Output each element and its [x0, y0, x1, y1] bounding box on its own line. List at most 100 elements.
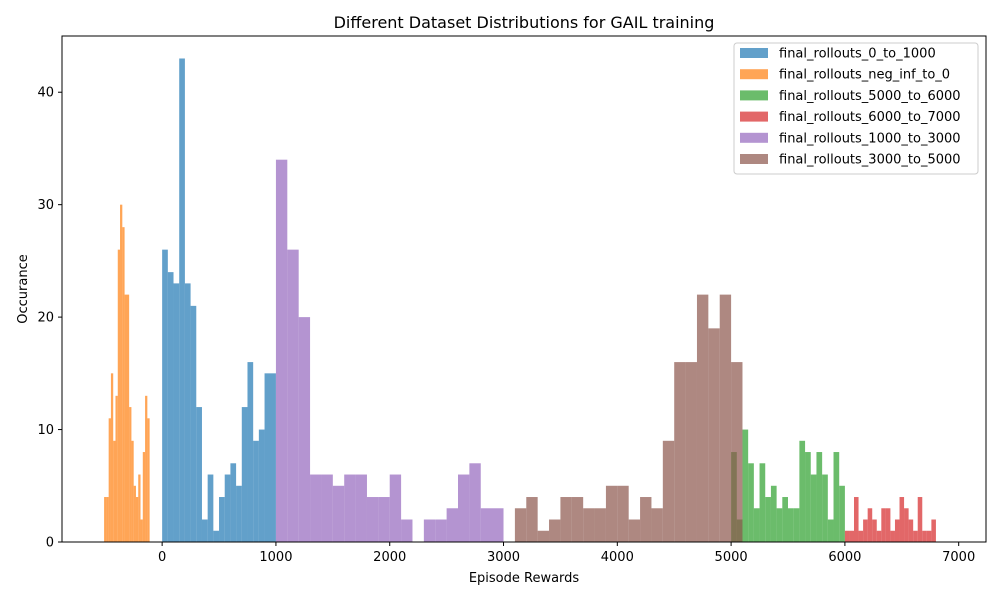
- bar-series-3-bin-1: [849, 530, 854, 542]
- y-axis-label: Occurance: [16, 254, 31, 323]
- bar-series-0-bin-17: [258, 429, 265, 542]
- bar-series-2-bin-3: [748, 463, 754, 542]
- bar-series-1-bin-9: [124, 294, 130, 542]
- bar-series-0-bin-6: [196, 407, 202, 542]
- bar-series-3-bin-3: [858, 530, 864, 542]
- bar-series-2-bin-17: [827, 519, 834, 542]
- x-tick-label-3: 3000: [487, 550, 520, 565]
- bar-series-3-bin-13: [904, 508, 909, 542]
- bar-series-4-bin-7: [355, 474, 367, 542]
- bar-series-2-bin-4: [753, 508, 760, 542]
- bar-series-3-bin-8: [881, 508, 886, 542]
- bar-series-1-bin-10: [129, 407, 132, 542]
- legend-label-3: final_rollouts_6000_to_7000: [779, 110, 961, 125]
- x-axis-label: Episode Rewards: [469, 571, 580, 586]
- bar-series-3-bin-19: [931, 519, 936, 542]
- bar-series-3-bin-14: [908, 519, 914, 542]
- bar-series-5-bin-10: [628, 519, 641, 542]
- bar-series-5-bin-9: [617, 485, 629, 542]
- bar-series-3-bin-6: [872, 519, 877, 542]
- bar-series-5-bin-16: [696, 294, 709, 542]
- bar-series-2-bin-5: [759, 463, 766, 542]
- y-tick-label-4: 40: [37, 86, 54, 101]
- bar-series-5-bin-0: [514, 508, 527, 542]
- bar-series-3-bin-2: [854, 497, 859, 542]
- bar-series-2-bin-6: [765, 497, 771, 542]
- bar-series-1-bin-12: [133, 485, 136, 542]
- bar-series-5-bin-4: [560, 497, 572, 542]
- bar-series-3-bin-18: [926, 530, 932, 542]
- bar-series-0-bin-5: [190, 305, 197, 542]
- bar-series-0-bin-4: [184, 283, 191, 542]
- y-tick-label-3: 30: [37, 198, 54, 213]
- bar-series-5-bin-8: [605, 485, 618, 542]
- bar-series-0-bin-18: [264, 373, 276, 542]
- bar-series-4-bin-16: [458, 474, 470, 542]
- bar-series-3-bin-4: [863, 519, 868, 542]
- bar-series-4-bin-5: [332, 485, 345, 542]
- bar-series-3-bin-15: [913, 530, 918, 542]
- legend-label-5: final_rollouts_3000_to_5000: [779, 153, 961, 168]
- bar-series-5-bin-11: [640, 497, 652, 542]
- bar-series-3-bin-17: [922, 530, 927, 542]
- bar-series-0-bin-13: [236, 485, 242, 542]
- bar-series-2-bin-15: [816, 452, 823, 542]
- bar-series-5-bin-3: [549, 519, 561, 542]
- x-tick-label-2: 2000: [373, 550, 406, 565]
- bar-series-2-bin-14: [810, 474, 817, 542]
- bar-series-1-bin-3: [110, 373, 114, 542]
- bar-series-1-bin-11: [131, 440, 134, 542]
- bar-series-0-bin-7: [201, 519, 208, 542]
- bar-series-5-bin-7: [594, 508, 606, 542]
- legend-frame: [733, 42, 979, 175]
- bar-series-5-bin-6: [583, 508, 595, 542]
- legend-swatch-4: [740, 132, 768, 143]
- bar-series-3-bin-7: [876, 530, 882, 542]
- bar-series-2-bin-19: [839, 485, 845, 542]
- bar-series-1-bin-5: [115, 395, 118, 542]
- bar-series-5-bin-5: [571, 497, 584, 542]
- bar-series-0-bin-3: [179, 58, 185, 543]
- bar-series-5-bin-18: [719, 294, 732, 542]
- x-tick-label-6: 6000: [828, 550, 861, 565]
- chart-title: Different Dataset Distributions for GAIL…: [334, 13, 715, 32]
- y-tick-label-1: 10: [37, 423, 54, 438]
- bar-series-3-bin-16: [917, 497, 923, 542]
- legend: final_rollouts_0_to_1000 final_rollouts_n…: [733, 42, 979, 175]
- x-tick-label-1: 1000: [259, 550, 292, 565]
- bar-series-1-bin-8: [122, 227, 125, 542]
- legend-swatch-0: [740, 48, 768, 58]
- bar-series-5-bin-15: [685, 362, 697, 542]
- legend-label-0: final_rollouts_0_to_1000: [779, 47, 936, 62]
- bar-series-3-bin-5: [867, 508, 873, 542]
- y-axis-ticks: 0 10 20 30 40: [37, 86, 62, 551]
- legend-label-2: final_rollouts_5000_to_6000: [779, 89, 961, 104]
- bar-series-2-bin-12: [799, 440, 806, 542]
- bar-series-3-bin-11: [894, 519, 900, 542]
- bar-series-2-bin-8: [776, 508, 783, 542]
- y-tick-label-0: 0: [46, 536, 54, 551]
- bar-series-4-bin-1: [287, 249, 299, 542]
- legend-swatch-2: [740, 90, 768, 101]
- x-tick-label-7: 7000: [942, 550, 975, 565]
- bar-series-4-bin-2: [298, 317, 311, 542]
- bar-series-3-bin-9: [885, 508, 891, 542]
- x-tick-label-0: 0: [158, 550, 166, 565]
- bar-series-5-bin-12: [651, 508, 663, 542]
- bar-series-4-bin-6: [344, 474, 356, 542]
- bar-series-1-bin-18: [147, 418, 150, 542]
- bar-series-2-bin-7: [770, 485, 777, 542]
- bar-series-4-bin-4: [321, 474, 333, 542]
- bar-series-0-bin-8: [207, 474, 214, 542]
- histogram-bars: [104, 58, 936, 543]
- legend-label-1: final_rollouts_neg_inf_to_0: [779, 68, 950, 83]
- bar-series-0-bin-16: [253, 440, 259, 542]
- legend-swatch-3: [740, 111, 768, 122]
- legend-swatch-1: [740, 69, 768, 80]
- bar-series-4-bin-13: [423, 519, 436, 542]
- bar-series-3-bin-10: [890, 530, 895, 542]
- bar-series-0-bin-1: [167, 272, 174, 542]
- bar-series-1-bin-16: [142, 452, 146, 542]
- bar-series-1-bin-2: [108, 418, 111, 542]
